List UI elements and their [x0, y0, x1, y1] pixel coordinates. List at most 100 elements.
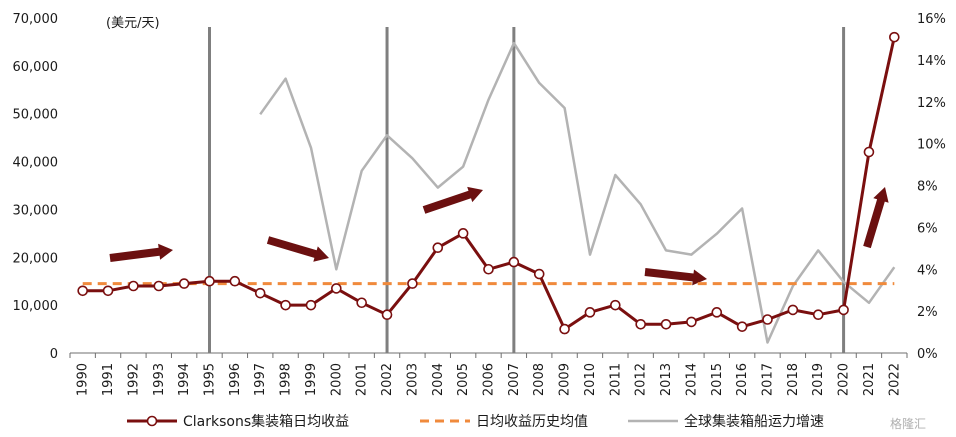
- trend-arrow-icon: [266, 236, 329, 262]
- earnings-point: [559, 323, 570, 335]
- right-tick-label: 12%: [917, 96, 946, 111]
- earnings-point: [787, 304, 799, 316]
- x-tick-label: 2002: [380, 363, 395, 396]
- x-tick-label: 2022: [887, 363, 902, 396]
- earnings-point: [711, 307, 723, 318]
- x-tick-label: 2003: [405, 363, 420, 396]
- x-tick-label: 2012: [634, 363, 649, 396]
- left-axis: 0 10,000 20,000 30,000 40,000 50,000 60,000 70,…: [13, 12, 59, 362]
- x-tick-label: 1992: [126, 363, 141, 396]
- earnings-point: [432, 242, 444, 254]
- x-tick-label: 1991: [101, 363, 116, 396]
- earnings-point: [305, 299, 317, 311]
- trend-arrow-icon: [863, 187, 889, 249]
- left-tick-label: 30,000: [13, 203, 59, 218]
- trend-arrow-icon: [422, 186, 483, 214]
- earnings-point: [838, 304, 849, 316]
- earnings-point: [762, 314, 773, 325]
- earnings-point: [407, 278, 418, 289]
- x-tick-label: 1994: [177, 363, 192, 396]
- earnings-line: [82, 36, 896, 331]
- earnings-point: [889, 31, 900, 43]
- right-tick-label: 16%: [917, 12, 946, 27]
- series-layer: [77, 31, 900, 344]
- left-tick-label: 40,000: [13, 156, 59, 171]
- right-tick-label: 2%: [917, 305, 938, 320]
- earnings-point: [736, 321, 748, 332]
- right-axis: 0% 2% 4% 6% 8% 10% 12% 14% 16%: [917, 12, 946, 362]
- vertical-markers: [208, 27, 846, 353]
- earnings-point: [178, 278, 190, 289]
- right-tick-label: 0%: [917, 347, 938, 362]
- right-tick-label: 8%: [917, 180, 938, 195]
- x-tick-label: 2011: [608, 363, 623, 396]
- legend-earnings-marker: [146, 415, 158, 427]
- left-tick-label: 60,000: [13, 60, 59, 75]
- x-tick-label: 2005: [456, 363, 471, 396]
- x-tick-label: 2004: [431, 363, 446, 396]
- legend-earnings-label: Clarksons集装箱日均收益: [183, 413, 349, 430]
- x-tick-label: 2010: [583, 363, 598, 396]
- earnings-point: [254, 287, 266, 299]
- earnings-point: [204, 275, 215, 287]
- legend: Clarksons集装箱日均收益 日均收益历史均值 全球集装箱船运力增速: [127, 413, 824, 430]
- earnings-point: [686, 316, 697, 328]
- x-tick-label: 2020: [837, 363, 852, 396]
- earnings-point: [812, 309, 824, 321]
- unit-label: (美元/天): [106, 16, 160, 31]
- x-tick-label: 2014: [684, 363, 699, 396]
- x-tick-label: 2019: [811, 363, 826, 396]
- x-tick-label: 2008: [532, 363, 547, 396]
- legend-average-label: 日均收益历史均值: [476, 414, 588, 430]
- earnings-point: [483, 263, 494, 275]
- earnings-point: [635, 318, 646, 330]
- x-tick-label: 2013: [659, 363, 674, 396]
- x-tick-label: 2017: [761, 363, 776, 396]
- earnings-point: [102, 285, 114, 297]
- x-tick-label: 2006: [482, 363, 497, 396]
- earnings-point: [610, 299, 621, 311]
- x-tick-label: 2007: [507, 363, 522, 396]
- earnings-point: [229, 275, 241, 287]
- x-tick-label: 2001: [355, 363, 370, 396]
- trend-arrow-icon: [644, 268, 707, 286]
- watermark-text: 格隆汇: [890, 416, 926, 431]
- x-tick-label: 1999: [304, 363, 319, 396]
- x-tick-label: 2016: [735, 363, 750, 396]
- left-tick-label: 10,000: [13, 299, 59, 314]
- x-tick-label: 1996: [228, 363, 243, 396]
- earnings-point: [863, 146, 875, 158]
- earnings-point: [331, 283, 342, 294]
- x-tick-label: 2018: [786, 363, 801, 396]
- earnings-point: [356, 297, 367, 309]
- right-tick-label: 6%: [917, 221, 938, 236]
- legend-capacity-label: 全球集装箱船运力增速: [684, 413, 824, 430]
- capacity-growth-line: [259, 41, 896, 344]
- left-tick-label: 70,000: [13, 12, 59, 27]
- x-tick-label: 2009: [558, 363, 573, 396]
- earnings-point: [153, 280, 165, 292]
- x-tick-label: 1995: [203, 363, 218, 396]
- x-tick-label: 1997: [253, 363, 268, 396]
- right-tick-label: 4%: [917, 263, 938, 278]
- earnings-point: [280, 299, 291, 311]
- x-tick-label: 2000: [329, 363, 344, 396]
- earnings-point: [533, 268, 545, 280]
- x-tick-label: 2015: [710, 363, 725, 396]
- earnings-point: [77, 285, 88, 297]
- earnings-point: [128, 280, 139, 292]
- earnings-point: [660, 318, 672, 330]
- left-tick-label: 0: [50, 347, 58, 362]
- trend-arrows: [109, 186, 889, 286]
- x-tick-label: 1990: [76, 363, 91, 396]
- earnings-point: [508, 256, 520, 268]
- x-axis: 1990 1991 1992 1993 1994 1995 1996 1997 1998 1999…: [69, 353, 908, 396]
- earnings-point: [584, 307, 596, 318]
- x-tick-label: 1993: [152, 363, 167, 396]
- left-tick-label: 20,000: [13, 251, 59, 266]
- right-tick-label: 10%: [917, 138, 946, 153]
- left-tick-label: 50,000: [13, 108, 59, 123]
- trend-arrow-icon: [109, 243, 173, 262]
- earnings-point: [381, 309, 393, 321]
